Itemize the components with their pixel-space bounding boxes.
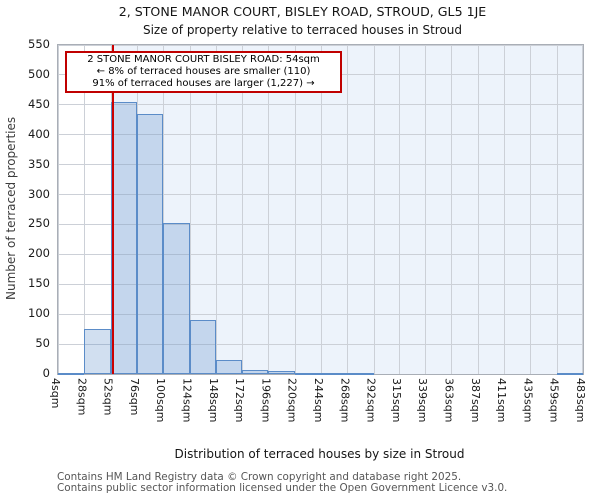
x-tick-label: 124sqm <box>180 378 194 423</box>
v-gridline <box>425 45 427 374</box>
histogram-bar <box>136 114 164 374</box>
h-gridline <box>58 104 583 106</box>
histogram-bar <box>268 371 295 374</box>
histogram-bar <box>163 222 190 374</box>
x-tick-label: 172sqm <box>233 378 247 423</box>
h-gridline <box>58 134 583 136</box>
v-gridline <box>373 45 375 374</box>
x-tick-label: 28sqm <box>75 378 89 416</box>
v-gridline <box>398 45 400 374</box>
v-gridline <box>84 45 86 374</box>
x-tick-label: 220sqm <box>285 378 299 423</box>
x-tick-label: 244sqm <box>312 378 326 423</box>
v-gridline <box>504 45 506 374</box>
h-gridline <box>58 313 583 315</box>
property-size-marker-line <box>111 45 114 374</box>
y-tick-label: 0 <box>42 366 50 380</box>
histogram-bar <box>110 102 137 374</box>
y-tick-label: 300 <box>28 186 50 201</box>
x-tick-label: 411sqm <box>495 378 509 423</box>
y-tick-label: 350 <box>28 156 50 171</box>
v-gridline <box>321 45 323 374</box>
histogram-bar <box>189 320 216 374</box>
v-gridline <box>268 45 270 374</box>
histogram-bar <box>215 359 243 374</box>
y-tick-label: 250 <box>28 216 50 231</box>
v-gridline <box>189 45 191 374</box>
x-tick-label: 435sqm <box>521 378 535 423</box>
h-gridline <box>58 253 583 255</box>
chart-title: 2, STONE MANOR COURT, BISLEY ROAD, STROU… <box>118 4 487 19</box>
y-tick-label: 50 <box>35 336 50 351</box>
histogram-bar <box>294 373 322 376</box>
x-tick-label: 339sqm <box>416 378 430 423</box>
v-gridline <box>215 45 217 374</box>
y-tick-label: 550 <box>28 37 50 51</box>
y-tick-label: 150 <box>28 276 50 291</box>
y-tick-label: 450 <box>28 96 50 111</box>
x-tick-label: 100sqm <box>154 378 168 423</box>
x-tick-label: 315sqm <box>389 378 403 423</box>
annotation-line-1: 2 STONE MANOR COURT BISLEY ROAD: 54sqm <box>87 54 320 65</box>
histogram-bar <box>58 372 85 375</box>
annotation-line-3: 91% of terraced houses are larger (1,227… <box>92 78 315 89</box>
y-tick-label: 400 <box>28 126 50 141</box>
v-gridline <box>294 45 296 374</box>
v-gridline <box>477 45 479 374</box>
v-gridline <box>163 45 165 374</box>
chart-subtitle: Size of property relative to terraced ho… <box>142 23 463 37</box>
footer-attribution-1: Contains HM Land Registry data © Crown c… <box>57 471 462 483</box>
h-gridline <box>58 44 583 46</box>
x-tick-label: 148sqm <box>206 378 220 423</box>
h-gridline <box>58 164 583 166</box>
v-gridline <box>451 45 453 374</box>
h-gridline <box>58 223 583 225</box>
property-annotation-box: 2 STONE MANOR COURT BISLEY ROAD: 54sqm ←… <box>65 51 342 93</box>
footer-attribution-2: Contains public sector information licen… <box>57 482 508 494</box>
x-tick-label: 268sqm <box>338 378 352 423</box>
x-tick-label: 52sqm <box>101 378 115 416</box>
x-tick-label: 483sqm <box>574 378 587 423</box>
x-tick-label: 196sqm <box>259 378 273 423</box>
y-tick-label: 200 <box>28 246 50 261</box>
histogram-bar <box>347 373 374 376</box>
x-tick-label: 459sqm <box>547 378 561 423</box>
v-gridline <box>242 45 244 374</box>
x-tick-label: 363sqm <box>442 378 456 423</box>
v-gridline <box>582 45 583 374</box>
histogram-bar <box>321 372 348 375</box>
x-tick-label: 4sqm <box>49 378 62 409</box>
plot-area <box>57 44 584 376</box>
v-gridline <box>347 45 349 374</box>
h-gridline <box>58 343 583 345</box>
annotation-line-2: ← 8% of terraced houses are smaller (110… <box>96 66 311 77</box>
x-tick-label: 292sqm <box>364 378 378 423</box>
y-axis-label: Number of terraced properties <box>4 116 18 301</box>
y-tick-label: 100 <box>28 306 50 321</box>
x-tick-label: 387sqm <box>468 378 482 423</box>
v-gridline <box>58 45 59 374</box>
h-gridline <box>58 194 583 196</box>
x-tick-label: 76sqm <box>127 378 141 416</box>
histogram-bar <box>242 369 269 374</box>
histogram-bar <box>556 373 583 376</box>
v-gridline <box>530 45 532 374</box>
y-tick-label: 500 <box>28 66 50 81</box>
histogram-bar <box>84 328 111 374</box>
v-gridline <box>556 45 558 374</box>
h-gridline <box>58 283 583 285</box>
x-axis-label: Distribution of terraced houses by size … <box>174 447 465 461</box>
